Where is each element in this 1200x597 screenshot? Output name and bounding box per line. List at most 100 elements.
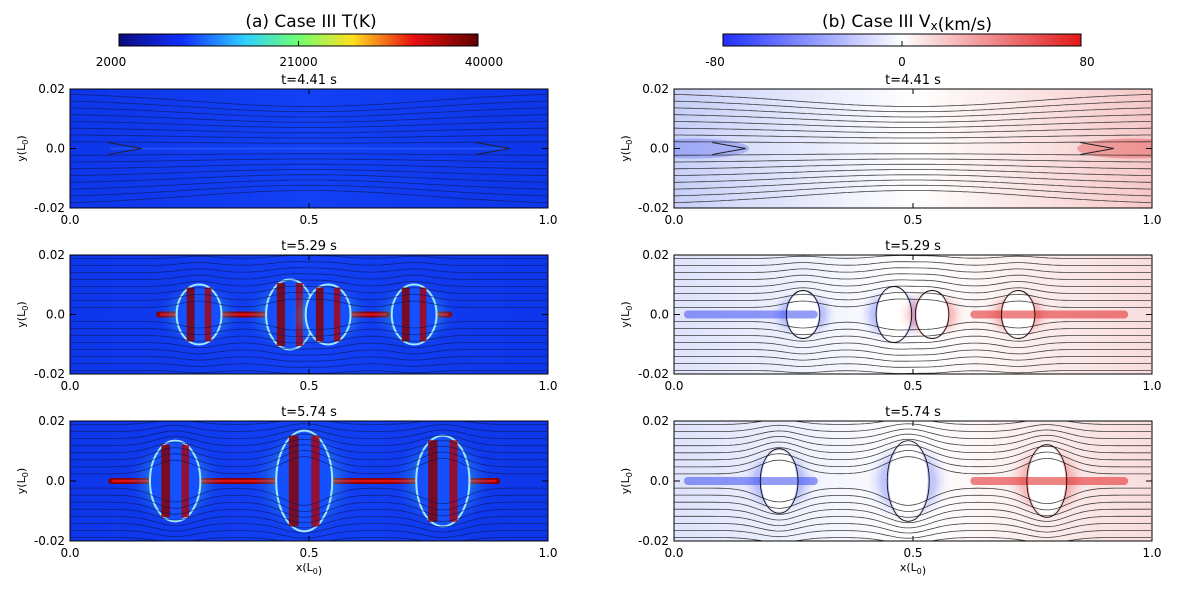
field-line [674,261,1151,266]
chart-title: (b) Case III Vx(km/s) [822,12,992,35]
field-line [70,449,547,468]
field-line [70,328,547,338]
y-axis-label: y(L0) [619,468,634,494]
field-line [674,428,1151,440]
field-line [70,121,548,128]
x-tick-label: 0.0 [664,379,683,393]
field-line [70,349,547,356]
field-line [674,501,1151,518]
field-line [674,508,1151,524]
field-line [70,279,547,287]
field-line [70,179,548,190]
field-line [674,523,1151,534]
panel-field [674,89,1152,208]
plasmoid-hot-edge [276,283,286,346]
plasmoid [390,283,438,346]
x-axis-label: x(L0) [900,561,926,577]
panel-time-label: t=5.74 s [281,405,337,420]
outflow-left [674,138,749,159]
field-line [70,444,547,461]
hot-segment-core [332,479,425,483]
panel-field [70,89,548,208]
field-line [70,163,547,170]
y-tick-label: -0.02 [638,367,669,381]
field-line [70,456,547,475]
field-line [70,153,547,156]
y-axis-label: y(L0) [15,301,30,327]
field-line [674,134,1151,139]
field-line [674,456,1151,475]
field-line [674,184,1152,197]
y-tick-label: 0.0 [46,474,65,488]
panel-time-label: t=4.41 s [885,73,941,88]
field-line [70,501,547,518]
field-line [674,421,1151,425]
field-line [674,285,1151,294]
field-line [70,433,547,447]
x-tick-label: 1.0 [538,379,557,393]
field-line [674,153,1151,156]
y-tick-label: 0.0 [650,142,669,156]
field-line [674,279,1151,287]
field-line [70,100,548,113]
field-line [674,273,1151,280]
x-tick-label: 0.0 [60,546,79,560]
island-contour [1026,444,1068,518]
field-line [674,349,1151,356]
field-line [674,363,1151,368]
field-line [70,438,547,454]
field-line [674,121,1152,128]
plasmoid [415,434,471,528]
panel-time-label: t=5.74 s [885,405,941,420]
field-line [70,107,548,118]
y-tick-label: 0.02 [642,82,669,96]
panel-field [674,255,1152,374]
x-point-contour [108,142,142,155]
y-axis-label: y(L0) [619,135,634,161]
plasmoid-hot-edge [186,287,195,342]
y-tick-label: 0.0 [46,142,65,156]
plasmoid-hot-edge [315,287,324,342]
field-line [674,515,1151,529]
y-tick-label: 0.02 [38,414,65,428]
field-line [70,261,547,266]
plasmoid-core [916,292,948,337]
field-line [674,356,1151,362]
field-line [70,298,547,308]
plasmoid [148,439,202,523]
field-line [674,190,1151,204]
colorbar-tick-label: 80 [1079,55,1094,69]
panel: 0.0 0.5 1.00.020.0-0.02y(L0) [619,248,1162,393]
field-line [70,342,547,350]
field-line [674,141,1151,144]
field-line [70,508,547,524]
field-line [674,342,1151,350]
panel-time-label: t=5.29 s [885,239,941,254]
field-background [674,89,1152,208]
outflow-right [1077,138,1152,159]
field-line [674,335,1151,344]
field-line [70,428,547,440]
x-tick-label: 0.5 [903,546,922,560]
x-point-contour [1080,142,1114,155]
field-line [70,169,548,176]
field-line [70,487,547,506]
y-tick-label: -0.02 [638,534,669,548]
x-tick-label: 0.5 [299,213,318,227]
field-line [674,321,1151,331]
field-line [674,433,1151,447]
plasmoid-hot-edge [333,287,341,342]
island-contour [875,286,913,343]
panel: 0.0 0.5 1.00.020.0-0.02y(L0) [619,414,1162,560]
panel-time-label: t=5.29 s [281,239,337,254]
field-line [70,515,547,529]
y-axis-label: y(L0) [619,301,634,327]
x-tick-label: 0.5 [299,379,318,393]
panel: 0.0 0.5 1.00.020.0-0.02y(L0) [15,414,558,560]
panel-field [674,421,1152,541]
plasmoid-hot-edge [161,444,171,518]
outflow-right [970,477,1129,485]
island-contour [914,290,950,339]
field-line [70,494,547,513]
plasmoid-core [888,443,928,519]
